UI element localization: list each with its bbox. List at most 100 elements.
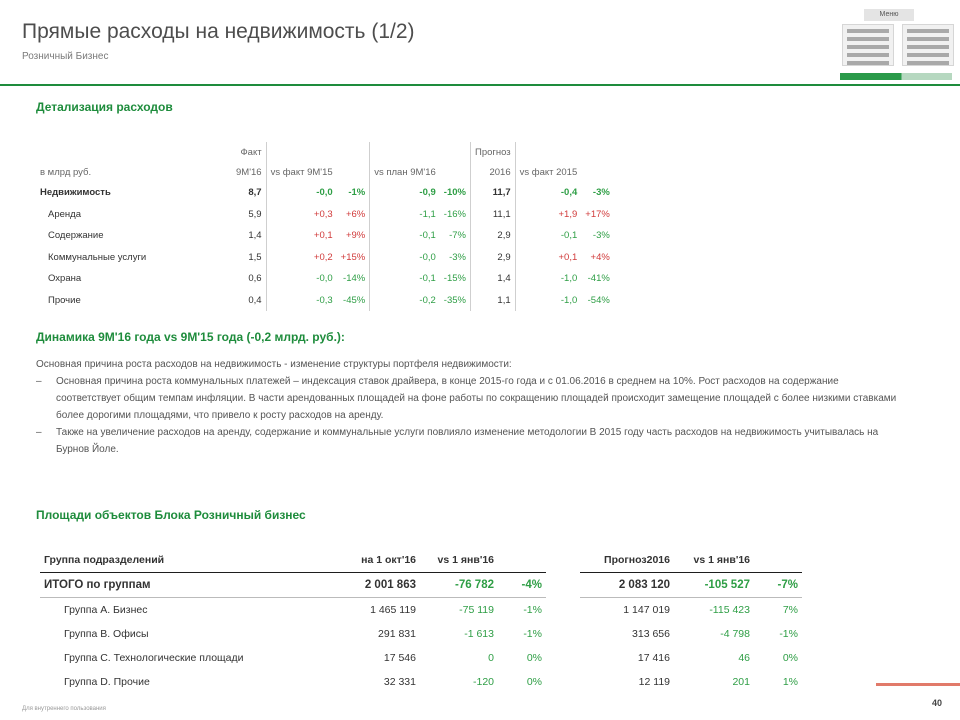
header-cell: vs факт 2015 [514,162,582,182]
header-cell: Факт [240,146,262,158]
table-cell: -45% [343,294,366,306]
table-cell: +15% [340,251,366,263]
table-row: Содержание 1,4 +0,1 +9% -0,1 -7% 2,9 -0,1 -3% [36,225,614,247]
comment-bullet: Также на увеличение расходов на аренду, … [36,424,898,458]
row-label: Группа D. Прочие [64,676,150,688]
table-cell: 12 119 [638,676,670,688]
table-header-row: Группа подразделений на 1 окт'16 vs 1 ян… [40,548,802,573]
slide-thumbnail[interactable] [842,24,894,66]
section-heading-comment: Динамика 9М'16 года vs 9М'15 года (-0,2 … [36,330,345,344]
table-cell: -1,0 [514,289,582,311]
table-cell: 8,7 [248,187,262,199]
table-cell: -10% [443,187,466,199]
header-cell: vs план 9М'16 [369,162,440,182]
header-cell [440,142,471,162]
total-value: 2 001 863 [332,572,420,598]
header-cell [754,548,802,573]
table-cell: 17 416 [637,652,670,664]
table-cell: 2,9 [469,246,516,268]
table-cell: -0,9 [369,182,440,204]
table-cell: +4% [590,251,610,263]
total-value: -105 527 [674,572,754,598]
row-label: Группа В. Офисы [64,628,149,640]
table-cell: -0,3 [265,289,337,311]
total-value: 2 083 120 [580,572,674,598]
header-cell: в млрд руб. [40,166,92,178]
table-cell: +6% [345,208,366,220]
section-heading-dynamics: Детализация расходов [36,100,173,114]
table-cell: +1,9 [514,203,582,225]
column-gap [546,646,580,670]
table-cell: -1% [348,187,366,199]
table-cell: -3% [592,230,610,242]
header-cell [581,162,614,182]
table-cell: -0,2 [369,289,440,311]
comment-intro: Основная причина роста расходов на недви… [36,359,512,370]
table-cell: +0,1 [514,246,582,268]
navigation-progress-bar [840,73,952,80]
table-cell: -120 [472,676,494,688]
table-cell: 7% [782,604,798,616]
table-cell: 0% [526,652,542,664]
section-heading-area: Площади объектов Блока Розничный бизнес [36,508,306,522]
table-row: Аренда 5,9 +0,3 +6% -1,1 -16% 11,1 +1,9 +17% [36,203,614,225]
table-cell: 0% [526,676,542,688]
table-cell: -0,1 [369,225,440,247]
row-label: Группа А. Бизнес [64,604,148,616]
table-cell: 1,4 [469,268,516,290]
row-label: Недвижимость [40,187,111,199]
header-cell [440,162,471,182]
table-cell: -15% [443,273,466,285]
table-cell: 291 831 [378,628,416,640]
table-cell: 1,4 [248,230,262,242]
menu-badge[interactable]: Меню [864,9,914,21]
table-cell: -35% [443,294,466,306]
table-row: Охрана 0,6 -0,0 -14% -0,1 -15% 1,4 -1,0 -41% [36,268,614,290]
column-gap [546,573,580,598]
row-label: Коммунальные услуги [48,251,147,263]
table-cell: -41% [587,273,610,285]
table-cell: 11,7 [469,182,516,204]
header-cell [36,142,232,162]
table-cell: -0,4 [514,182,582,204]
table-cell: 313 656 [632,628,670,640]
table-cell: -54% [587,294,610,306]
table-cell: +0,3 [265,203,337,225]
table-cell: +0,1 [265,225,337,247]
table-cell: 1 465 119 [370,604,416,616]
table-cell: -75 119 [459,604,494,616]
table-cell: -0,1 [369,268,440,290]
table-cell: 17 546 [383,652,416,664]
table-cell: -1,0 [514,268,582,290]
total-row: ИТОГО по группам 2 001 863 -76 782 -4% 2… [40,572,802,598]
comment-bullet: Основная причина роста коммунальных плат… [36,373,898,424]
header-cell [337,142,370,162]
table-cell: -4 798 [720,628,750,640]
header-cell [498,548,546,573]
page-number: 40 [932,698,943,708]
table-header-row: Факт Прогноз [36,142,614,162]
header-cell: Прогноз2016 [580,548,674,573]
table-cell: -7% [449,230,466,242]
table-row: Группа В. Офисы 291 831 -1 613 -1% 313 656 -4… [40,622,802,646]
header-cell: vs 1 янв'16 [674,548,754,573]
row-label: Группа С. Технологические площади [64,652,244,664]
column-gap [546,670,580,694]
header-cell: Прогноз [469,142,516,162]
header-cell: на 1 окт'16 [332,548,420,573]
table-cell: -3% [592,187,610,199]
column-gap [546,598,580,623]
area-table: Группа подразделений на 1 окт'16 vs 1 ян… [40,548,802,694]
header-cell: vs 1 янв'16 [420,548,498,573]
header-cell [369,142,440,162]
table-cell: 11,1 [469,203,516,225]
slide-thumbnail[interactable] [902,24,954,66]
table-cell: 2,9 [469,225,516,247]
table-cell: 1 147 019 [623,604,670,616]
table-cell: -0,0 [265,268,337,290]
table-cell: -1,1 [369,203,440,225]
table-cell: -115 423 [709,604,750,616]
table-cell: -0,1 [514,225,582,247]
table-cell: 1,5 [248,251,262,263]
header-cell: 9М'16 [236,166,262,178]
